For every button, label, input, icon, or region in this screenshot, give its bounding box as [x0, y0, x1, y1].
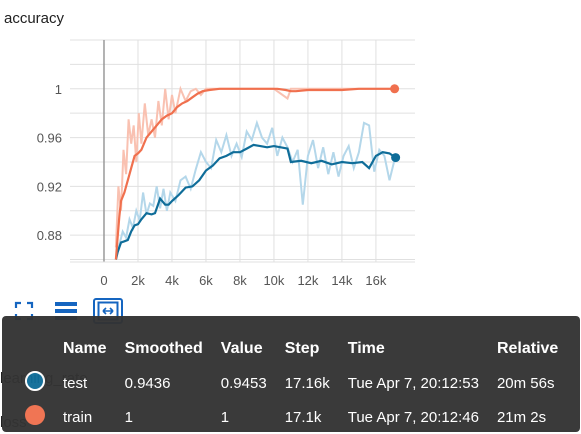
- test-raw-line: [114, 119, 397, 260]
- tooltip-header-name: Name: [63, 340, 107, 357]
- tooltip-row-step: 17.1k: [284, 408, 322, 426]
- tooltip-color-cell: [16, 400, 54, 434]
- test-smoothed-line[interactable]: [114, 143, 397, 260]
- tooltip-header-relative: Relative: [496, 340, 559, 357]
- card-title: accuracy: [4, 10, 65, 27]
- train-smoothed-line[interactable]: [114, 87, 395, 260]
- tooltip-row-smoothed: 0.9436: [124, 374, 171, 392]
- x-tick-label: 10k: [263, 273, 284, 288]
- tooltip-table: Name Smoothed Value Step Time Relative t…: [16, 336, 567, 434]
- y-tick-label: 0.88: [37, 228, 62, 243]
- train-end-marker: [390, 84, 400, 94]
- train-raw-line: [114, 85, 395, 248]
- x-tick-label: 8k: [233, 273, 247, 288]
- test-end-marker: [391, 153, 401, 163]
- tick-labels: 0 2k 4k 6k 8k 10k 12k 14k 16k 0.88 0.92 0.96 1: [37, 82, 387, 288]
- tooltip-row-smoothed: 1: [124, 408, 133, 426]
- x-tick-label: 14k: [331, 273, 352, 288]
- tooltip-header-smoothed: Smoothed: [124, 340, 203, 357]
- x-tick-label: 2k: [131, 273, 145, 288]
- y-tick-label: 0.96: [37, 131, 62, 146]
- test-series-swatch: [25, 371, 45, 391]
- tooltip-row-name: test: [63, 374, 88, 392]
- tooltip-row-train: train 1 1 17.1k Tue Apr 7, 20:12:46 21m …: [16, 400, 567, 434]
- accuracy-chart[interactable]: 0 2k 4k 6k 8k 10k 12k 14k 16k 0.88 0.92 0.96 1: [0, 0, 581, 300]
- x-tick-label: 4k: [165, 273, 179, 288]
- tooltip-row-relative: 20m 56s: [496, 374, 555, 392]
- tooltip-header-value: Value: [220, 340, 263, 357]
- tooltip-row-value: 0.9453: [220, 374, 267, 392]
- tooltip-header-time: Time: [347, 340, 385, 357]
- tooltip-row-relative: 21m 2s: [496, 408, 547, 426]
- series-end-markers: [390, 84, 401, 163]
- raw-series-lines: [114, 85, 397, 260]
- train-series-swatch: [25, 405, 45, 425]
- tooltip-row-time: Tue Apr 7, 20:12:46: [347, 408, 479, 426]
- tooltip-header-row: Name Smoothed Value Step Time Relative: [16, 336, 567, 366]
- fullscreen-button[interactable]: [10, 299, 38, 323]
- y-tick-label: 0.92: [37, 179, 62, 194]
- x-tick-label: 12k: [297, 273, 318, 288]
- hover-tooltip: Name Smoothed Value Step Time Relative t…: [2, 316, 580, 432]
- tooltip-row-test: test 0.9436 0.9453 17.16k Tue Apr 7, 20:…: [16, 366, 567, 400]
- fullscreen-icon: [14, 301, 34, 321]
- tooltip-header-step: Step: [284, 340, 320, 357]
- tooltip-row-name: train: [63, 408, 93, 426]
- tooltip-header-color: [16, 336, 54, 366]
- y-tick-label: 1: [55, 82, 62, 97]
- x-tick-label: 16k: [365, 273, 386, 288]
- x-tick-label: 0: [100, 273, 107, 288]
- tooltip-row-step: 17.16k: [284, 374, 330, 392]
- smoothed-series-lines: [114, 87, 397, 260]
- x-tick-label: 6k: [199, 273, 213, 288]
- tooltip-row-value: 1: [220, 408, 230, 426]
- tooltip-color-cell: [16, 366, 54, 400]
- tooltip-row-time: Tue Apr 7, 20:12:53: [347, 374, 479, 392]
